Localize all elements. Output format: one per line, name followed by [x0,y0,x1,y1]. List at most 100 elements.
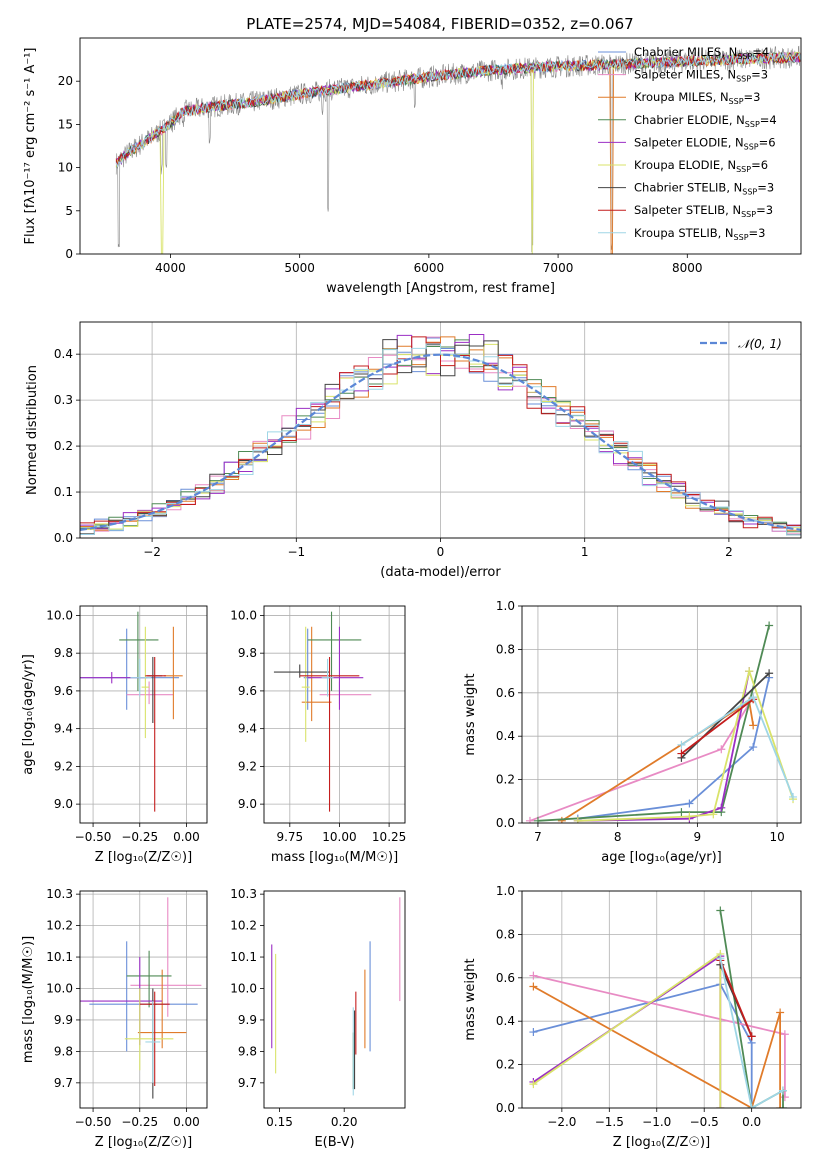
y-tick-label: 9.8 [238,1044,257,1058]
y-tick-label: 9.7 [238,1076,257,1090]
series-marker-5 [685,812,694,821]
x-tick-label: 9.75 [276,830,303,844]
legend-label-value: =3 [749,226,766,240]
series-line-7 [719,960,753,1037]
axes-frame [79,605,208,824]
x-tick-label: −1.0 [642,1115,671,1129]
axes-frame [79,890,208,1109]
x-tick-label: −2.0 [547,1115,576,1129]
series-line-4 [577,670,751,822]
axes-frame [263,890,406,1109]
y-tick-label: 9.6 [54,684,73,698]
y-tick-label: 1.0 [496,599,515,613]
series-marker-7 [677,749,686,758]
y-tick-label: 9.4 [238,722,257,736]
x-axis-label: Z [log₁₀(Z/Z☉)] [95,850,192,865]
series-marker-5 [529,1080,538,1089]
y-tick-label: 20 [58,74,73,88]
x-tick-label: −0.25 [121,1115,158,1129]
y-tick-label: 0.4 [496,729,515,743]
legend-label-text: Chabrier MILES, N [634,45,737,59]
series-marker-8 [716,954,725,963]
axes-frame [263,605,406,824]
legend-label-value: =6 [751,158,768,172]
legend-label-sub: SSP [729,97,744,106]
legend-label: Chabrier MILES, NSSP=4 [634,45,769,61]
x-tick-label: −0.25 [121,830,158,844]
mass_weight_vs_age-panel: 7 8 9 10 0.0 0.2 0.4 0.6 0.8 1.0 age [log₁₀(age/yr… [463,599,802,865]
x-tick-label: 7000 [543,261,574,275]
legend-label-text: Chabrier ELODIE, N [634,113,745,127]
y-tick-label: 9.8 [54,1044,73,1058]
y-tick-label: 0.2 [496,773,515,787]
y-tick-label: 0.4 [54,347,73,361]
y-tick-label: 10.0 [46,981,73,995]
legend-label: Chabrier ELODIE, NSSP=4 [634,113,777,129]
y-tick-label: 0 [65,247,73,261]
y-tick-label: 0.1 [54,485,73,499]
mass_vs_ebv-plot-area [271,897,401,1096]
y-tick-label: 10.3 [46,887,73,901]
mass_weight_vs_Z-plot-area [529,906,789,1108]
series-marker-1 [529,971,538,980]
axes-frame [521,890,802,1109]
y-tick-label: 10.0 [46,608,73,622]
residuals-plot-area [80,334,801,536]
series-marker-1 [717,745,726,754]
legend-label: Salpeter ELODIE, NSSP=6 [634,135,776,151]
gaussian-curve [80,353,801,531]
legend-label-text: Salpeter ELODIE, N [634,135,744,149]
series-marker-3 [677,808,686,817]
spectrum-panel: 4000 5000 6000 7000 8000 0 5 10 15 20 wavelength [… [23,37,802,296]
x-tick-label: −0.50 [75,830,112,844]
series-marker-8 [747,1104,756,1108]
x-tick-label: −1 [287,545,305,559]
x-tick-label: −1.5 [595,1115,624,1129]
y-axis-label: mass weight [463,673,478,755]
y-tick-label: 10.2 [230,919,257,933]
y-axis-label: age [log₁₀(age/yr)] [21,654,36,775]
legend-label-sub: SSP [736,75,751,84]
y-tick-label: 10.0 [230,608,257,622]
series-marker-2 [529,982,538,991]
series-marker-3 [716,906,725,915]
x-tick-label: 6000 [414,261,445,275]
axes-frame [79,321,802,539]
x-tick-label: 0.00 [173,1115,200,1129]
series-line-8 [719,958,784,1108]
y-tick-label: 0.0 [54,531,73,545]
y-tick-label: 0.6 [496,686,515,700]
y-tick-label: 10.1 [230,950,257,964]
legend-label: Salpeter MILES, NSSP=3 [634,68,768,84]
mass_vs_Z-plot-area [80,897,202,1099]
y-axis-label: mass [log₁₀(M/M☉)] [21,936,36,1063]
x-tick-label: 0.0 [742,1115,761,1129]
x-axis-label: Z [log₁₀(Z/Z☉)] [613,1135,710,1150]
y-tick-label: 0.0 [496,816,515,830]
series-marker-1 [525,816,534,823]
y-tick-label: 9.9 [54,1013,73,1027]
series-line-2 [532,985,781,1108]
series-marker-2 [776,1104,785,1108]
y-tick-label: 10 [58,161,73,175]
legend-label-sub: SSP [736,165,751,174]
x-tick-label: 10.00 [322,830,356,844]
x-tick-label: 10 [769,830,784,844]
x-tick-label: 1 [581,545,589,559]
legend-label-value: =3 [756,203,773,217]
legend-label-sub: SSP [734,233,749,242]
y-tick-label: 9.0 [54,797,73,811]
series-line-4 [532,954,722,1108]
legend-label-sub: SSP [737,52,752,61]
series-marker-5 [745,667,754,676]
mass_weight_vs_Z-panel: −2.0 −1.5 −1.0 −0.5 0.0 0.0 0.2 0.4 0.6 0.8 1.0 Z [… [463,884,802,1150]
series-marker-6 [765,669,774,678]
x-tick-label: 0.15 [266,1115,293,1129]
series-marker-1 [780,1093,789,1102]
series-marker-0 [529,1028,538,1037]
x-tick-label: −2 [143,545,161,559]
legend-label: Kroupa MILES, NSSP=3 [634,90,760,106]
y-tick-label: 10.0 [230,981,257,995]
y-tick-label: 0.8 [496,927,515,941]
legend-label: Salpeter STELIB, NSSP=3 [634,203,773,219]
